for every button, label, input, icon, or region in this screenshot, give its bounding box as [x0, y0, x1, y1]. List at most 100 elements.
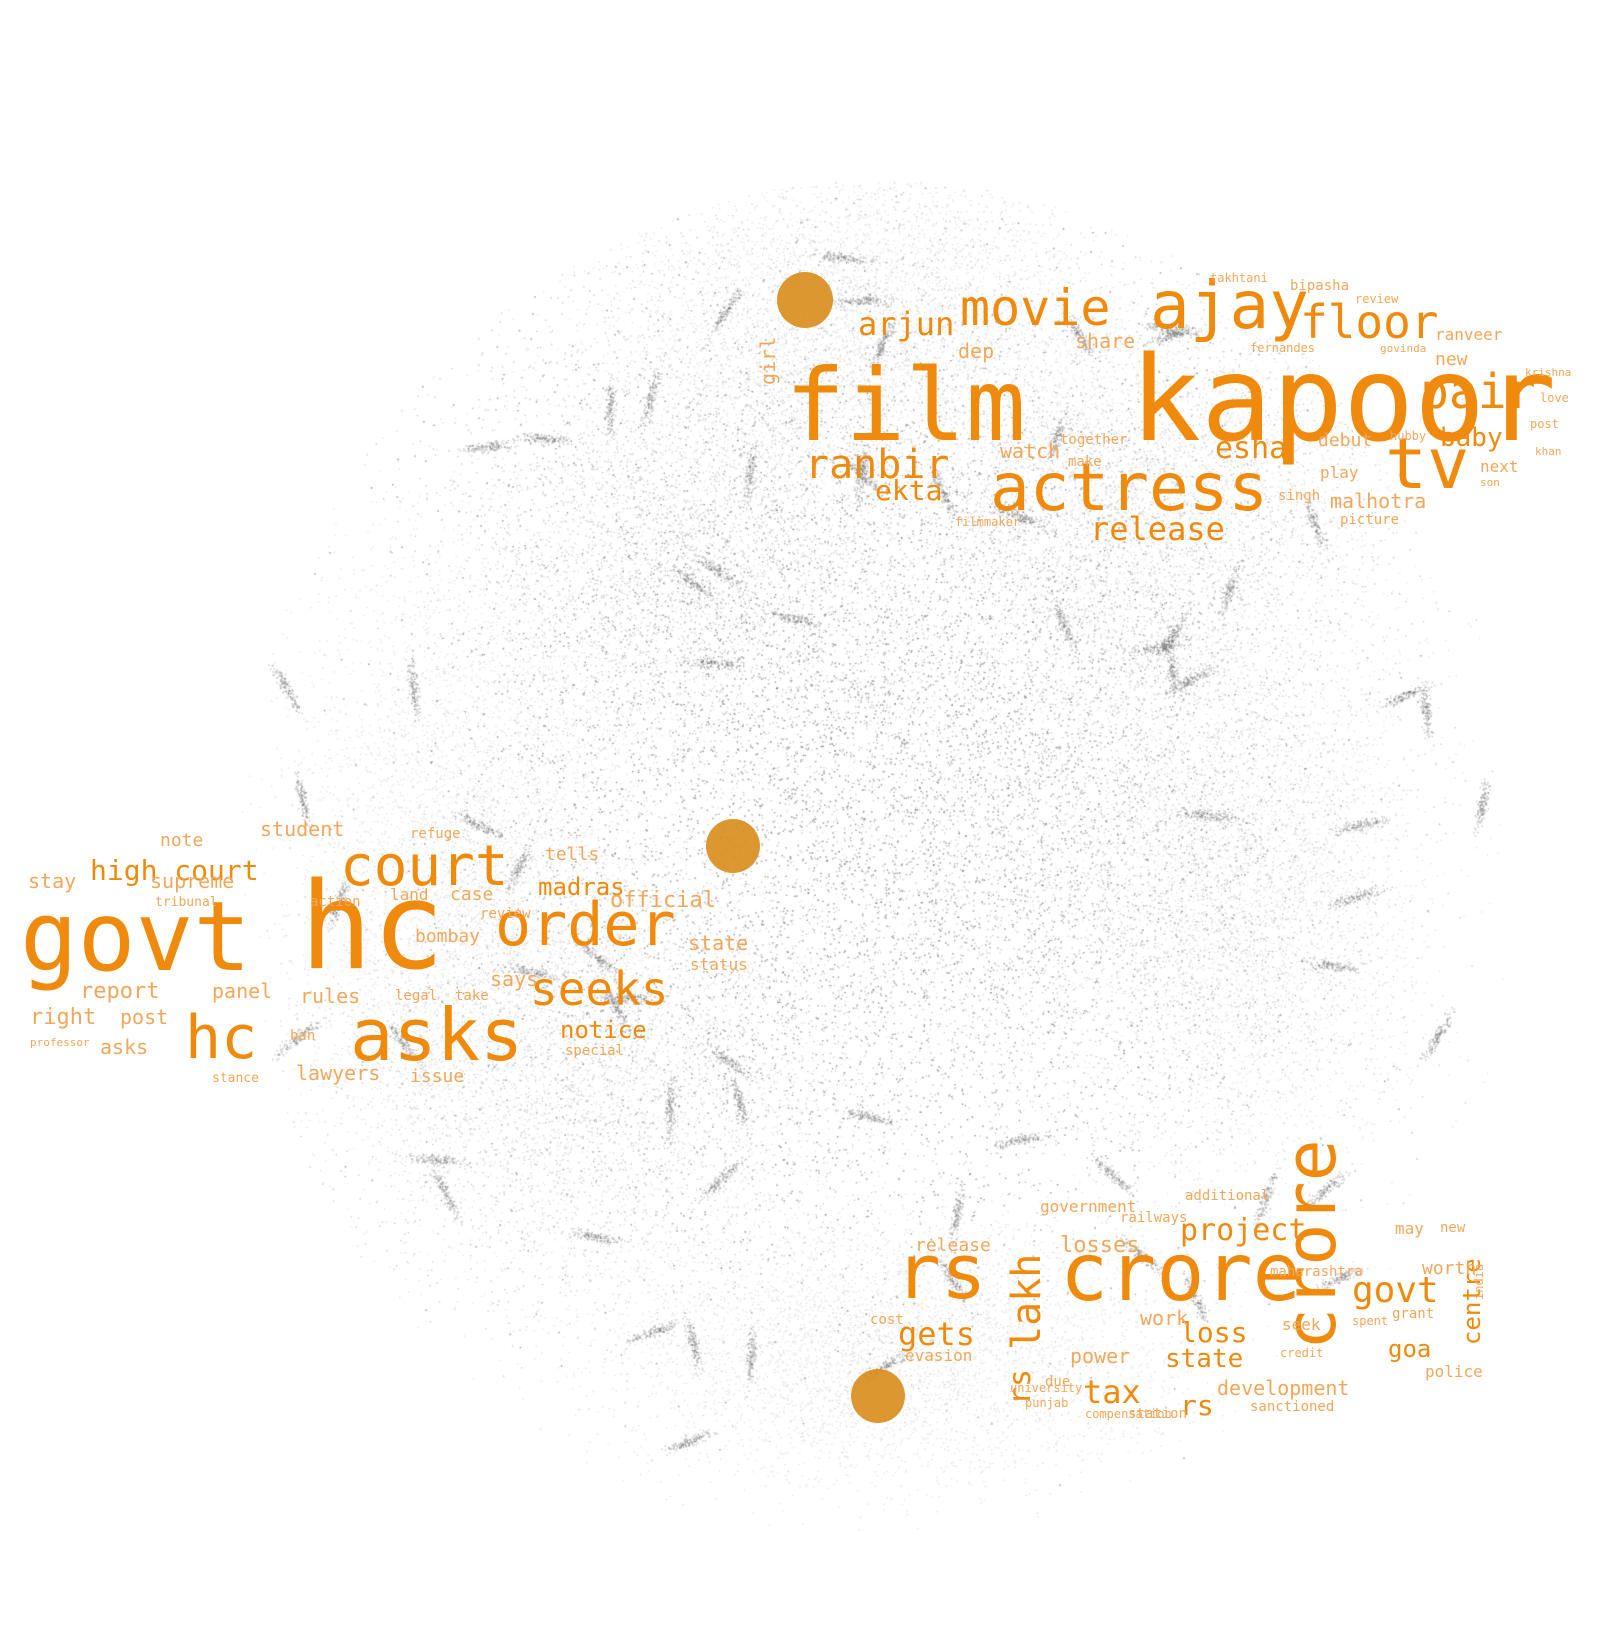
- word-entertainment-9: arjun: [858, 305, 954, 343]
- word-court-2: court: [340, 834, 509, 899]
- word-finance-38: additional: [1185, 1188, 1269, 1204]
- word-court-0: govt: [20, 881, 251, 993]
- word-finance-24: police: [1425, 1362, 1483, 1381]
- word-entertainment-15: share: [1075, 329, 1135, 353]
- word-finance-31: grant: [1392, 1306, 1434, 1322]
- word-court-23: stay: [28, 869, 76, 893]
- word-court-11: notice: [560, 1016, 647, 1044]
- word-entertainment-16: watch: [1000, 439, 1060, 463]
- word-finance-19: worth: [1422, 1258, 1476, 1279]
- word-finance-25: maharashtra: [1270, 1264, 1363, 1280]
- word-entertainment-35: post: [1530, 417, 1559, 431]
- word-court-34: take: [455, 988, 489, 1004]
- word-finance-21: may: [1395, 1219, 1424, 1238]
- word-finance-4: govt: [1352, 1270, 1439, 1311]
- word-finance-39: university: [1010, 1381, 1082, 1395]
- word-entertainment-2: actress: [990, 449, 1268, 526]
- word-court-9: supreme: [150, 869, 234, 893]
- word-court-20: issue: [410, 1066, 464, 1087]
- word-court-36: stance: [212, 1071, 259, 1086]
- word-court-35: tribunal: [155, 895, 218, 910]
- word-entertainment-1: film: [785, 347, 1026, 464]
- word-court-37: action: [310, 894, 361, 910]
- word-finance-6: tax: [1083, 1373, 1141, 1411]
- word-entertainment-17: debut: [1318, 430, 1372, 451]
- word-court-32: ban: [290, 1028, 315, 1044]
- word-finance-8: rs: [1003, 1369, 1038, 1405]
- word-finance-36: due: [1045, 1374, 1070, 1390]
- word-finance-22: new: [1440, 1220, 1466, 1236]
- word-entertainment-39: khan: [1535, 445, 1562, 458]
- word-finance-30: evasion: [905, 1346, 972, 1365]
- word-court-19: lawyers: [296, 1061, 380, 1085]
- word-entertainment-13: baby: [1440, 423, 1503, 453]
- word-entertainment-0: kapoor: [1130, 330, 1556, 468]
- word-entertainment-37: govinda: [1380, 342, 1426, 355]
- word-entertainment-27: picture: [1340, 512, 1399, 528]
- word-court-39: professor: [30, 1036, 90, 1049]
- word-finance-27: station: [1128, 1406, 1187, 1422]
- word-finance-1: rs: [895, 1227, 987, 1316]
- word-finance-7: project: [1180, 1213, 1306, 1248]
- word-court-8: madras: [538, 873, 625, 901]
- word-court-4: asks: [350, 993, 523, 1077]
- word-entertainment-28: filmmaker: [955, 515, 1020, 529]
- word-finance-33: spent: [1352, 1314, 1388, 1328]
- word-court-18: asks: [100, 1035, 148, 1059]
- word-finance-17: work: [1140, 1306, 1188, 1330]
- word-entertainment-22: bipasha: [1290, 278, 1349, 294]
- word-clouds: kapoorfilmactressajaymovietvpairfloorran…: [20, 267, 1571, 1422]
- word-court-25: land: [390, 885, 429, 904]
- word-entertainment-18: play: [1320, 463, 1359, 482]
- word-finance-32: india: [1472, 1264, 1486, 1300]
- word-finance-37: punjab: [1025, 1396, 1068, 1410]
- cluster-marker-court: [706, 819, 760, 873]
- word-entertainment-34: love: [1540, 391, 1569, 405]
- word-entertainment-25: together: [1060, 432, 1127, 448]
- word-court-27: state: [688, 931, 748, 955]
- word-entertainment-31: fernandes: [1250, 341, 1315, 355]
- word-entertainment-7: floor: [1300, 295, 1438, 349]
- word-finance-15: losses: [1060, 1233, 1139, 1258]
- word-entertainment-6: pair: [1420, 364, 1536, 420]
- word-entertainment-10: release: [1090, 510, 1225, 548]
- word-entertainment-29: girl: [756, 337, 780, 385]
- word-court-1: hc: [300, 858, 445, 997]
- word-entertainment-8: ranbir: [805, 442, 950, 488]
- word-finance-34: cost: [870, 1312, 904, 1328]
- word-court-22: note: [160, 830, 203, 851]
- word-finance-13: goa: [1388, 1335, 1431, 1363]
- cluster-marker-entertainment: [777, 272, 833, 328]
- word-entertainment-23: review: [1355, 292, 1399, 306]
- word-entertainment-24: make: [1068, 454, 1102, 470]
- word-court-5: seeks: [530, 962, 668, 1016]
- word-cloud-entertainment: kapoorfilmactressajaymovietvpairfloorran…: [756, 267, 1571, 548]
- word-finance-18: release: [915, 1235, 991, 1256]
- word-court-14: panel: [212, 979, 272, 1003]
- word-court-12: says: [490, 967, 538, 991]
- word-entertainment-3: ajay: [1150, 267, 1309, 344]
- word-finance-9: rs: [1180, 1389, 1214, 1422]
- word-court-10: official: [610, 888, 716, 913]
- word-entertainment-38: son: [1480, 476, 1500, 489]
- word-finance-28: sanctioned: [1250, 1399, 1334, 1415]
- word-court-30: special: [565, 1043, 624, 1059]
- word-court-17: post: [120, 1005, 168, 1029]
- word-finance-23: seek: [1282, 1315, 1321, 1334]
- word-court-26: case: [450, 884, 493, 905]
- word-court-29: bombay: [415, 926, 480, 947]
- word-finance-35: credit: [1280, 1346, 1323, 1360]
- word-finance-12: development: [1217, 1376, 1349, 1400]
- word-entertainment-26: singh: [1278, 488, 1320, 504]
- word-finance-3: crore: [1270, 1139, 1352, 1350]
- cluster-markers: [706, 272, 905, 1423]
- word-court-15: rules: [300, 984, 360, 1008]
- word-finance-16: power: [1070, 1344, 1130, 1368]
- word-court-13: report: [80, 979, 159, 1004]
- word-court-33: legal: [395, 988, 437, 1004]
- word-finance-10: loss: [1180, 1316, 1247, 1349]
